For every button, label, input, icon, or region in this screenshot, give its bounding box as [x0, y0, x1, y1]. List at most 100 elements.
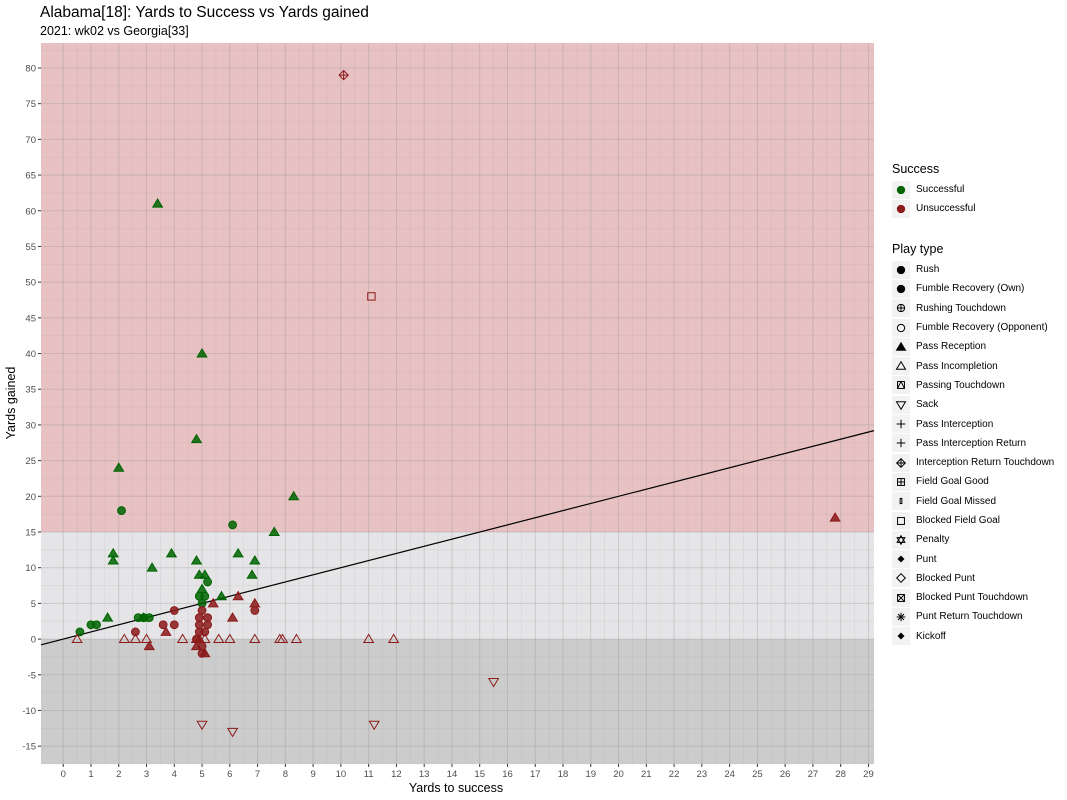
data-point-51 — [199, 647, 211, 658]
legend-play-type-title: Play type — [892, 242, 944, 256]
data-point-68 — [276, 633, 289, 644]
data-point-77 — [367, 292, 376, 301]
legend-play-type-label-1: Fumble Recovery (Own) — [916, 283, 1025, 295]
legend-play-type-label-5: Pass Incompletion — [916, 360, 998, 372]
legend-play-type-label-3: Fumble Recovery (Opponent) — [916, 322, 1048, 334]
data-point-45 — [203, 613, 213, 623]
data-point-28 — [246, 569, 258, 579]
data-point-17 — [146, 562, 158, 572]
legend-play-type-key-16 — [892, 569, 910, 588]
legend-play-type-item-15: Punt — [892, 549, 1054, 569]
data-point-32 — [130, 627, 140, 637]
legend-play-type-key-7 — [892, 395, 910, 414]
legend-play-type-key-3 — [892, 318, 910, 337]
x-tick-label: 4 — [172, 769, 177, 780]
x-tick-label: 0 — [61, 769, 66, 780]
data-point-61 — [176, 633, 189, 644]
x-tick-label: 13 — [419, 769, 430, 780]
y-tick-label: 50 — [25, 278, 36, 289]
data-point-35 — [169, 620, 179, 630]
chart-title: Alabama[18]: Yards to Success vs Yards g… — [40, 4, 369, 21]
legend-play-type-item-0: Rush — [892, 260, 1054, 279]
data-point-76 — [338, 69, 349, 81]
y-tick-label: 25 — [25, 456, 36, 467]
x-tick-label: 10 — [336, 769, 347, 780]
legend-play-type-label-17: Blocked Punt Touchdown — [916, 592, 1029, 604]
legend-play-type-key-6 — [892, 376, 910, 395]
y-axis-ticks: -15 -10 -5 0 5 10 15 20 25 30 35 40 45 50 55 60 65 70 75 80 — [22, 63, 41, 753]
data-point-12 — [101, 612, 114, 622]
legend-success-title: Success — [892, 162, 940, 176]
legend-play-type-key-11 — [892, 472, 910, 491]
legend-play-type-item-19: Kickoff — [892, 627, 1054, 646]
data-point-73 — [226, 727, 239, 738]
legend-play-type-label-4: Pass Reception — [916, 341, 987, 353]
legend-play-type-label-15: Punt — [916, 553, 937, 565]
x-tick-label: 26 — [780, 769, 791, 780]
data-point-57 — [71, 633, 83, 644]
data-point-60 — [140, 633, 153, 644]
legend-play-type-label-2: Rushing Touchdown — [916, 302, 1006, 314]
x-tick-label: 8 — [283, 769, 288, 780]
legend-play-type-item-7: Sack — [892, 395, 1054, 414]
data-point-54 — [232, 590, 244, 601]
data-point-75 — [487, 677, 500, 688]
data-point-27 — [232, 547, 244, 558]
x-tick-label: 11 — [364, 769, 374, 780]
data-point-40 — [197, 606, 207, 615]
data-point-47 — [143, 640, 156, 651]
x-tick-label: 18 — [558, 769, 569, 780]
data-point-3 — [117, 506, 126, 515]
legend-play-type-item-5: Pass Incompletion — [892, 356, 1054, 376]
legend-play-type-item-9: Pass Interception Return — [892, 434, 1054, 453]
legend-play-type-key-12 — [892, 492, 910, 511]
legend-play-type-label-9: Pass Interception Return — [916, 437, 1027, 449]
data-point-72 — [196, 720, 208, 731]
legend-play-type-label-12: Field Goal Missed — [916, 495, 997, 507]
data-point-14 — [107, 547, 119, 558]
legend-play-type-item-12: Field Goal Missed — [892, 492, 1054, 511]
x-tick-label: 20 — [613, 769, 624, 780]
data-point-49 — [190, 640, 203, 651]
legend-play-type-item-16: Blocked Punt — [892, 569, 1054, 588]
legend-play-type-item-1: Fumble Recovery (Own) — [892, 279, 1054, 298]
reference-line-group — [40, 430, 875, 646]
data-point-18 — [151, 198, 164, 208]
y-tick-label: 55 — [25, 242, 36, 253]
x-tick-label: 29 — [863, 769, 874, 780]
legend-play-type-key-15 — [892, 550, 910, 569]
background-bands — [41, 43, 874, 764]
x-tick-label: 2 — [116, 769, 121, 780]
data-point-56 — [829, 512, 841, 522]
x-tick-label: 7 — [255, 769, 260, 780]
x-tick-label: 19 — [585, 769, 596, 780]
y-tick-label: 60 — [25, 206, 36, 217]
x-tick-label: 24 — [724, 769, 735, 780]
legend-play-type-key-19 — [892, 627, 910, 646]
x-tick-label: 23 — [697, 769, 708, 780]
legend-play-type-label-19: Kickoff — [916, 630, 946, 642]
data-point-69 — [290, 633, 303, 644]
data-point-48 — [160, 626, 172, 636]
y-tick-label: 20 — [25, 492, 36, 503]
legend-play-type-key-1 — [892, 279, 910, 298]
legend-success-key-1 — [892, 199, 910, 218]
y-tick-label: 10 — [25, 563, 36, 574]
data-point-15 — [113, 462, 125, 472]
legend-play-type-label-6: Passing Touchdown — [916, 379, 1005, 391]
legend-play-type-item-14: Penalty — [892, 530, 1054, 549]
band-1 — [41, 531, 874, 640]
x-tick-label: 1 — [88, 769, 93, 780]
data-point-53 — [226, 612, 239, 622]
legend-play-type-item-3: Fumble Recovery (Opponent) — [892, 318, 1054, 337]
x-tick-label: 22 — [669, 769, 680, 780]
data-point-19 — [165, 547, 178, 558]
y-tick-label: -15 — [22, 742, 36, 753]
legend-play-type-key-14 — [892, 530, 910, 549]
data-point-62 — [190, 633, 203, 644]
y-tick-label: -10 — [22, 706, 36, 717]
data-point-25 — [199, 569, 211, 579]
legend-play-type-item-2: Rushing Touchdown — [892, 299, 1054, 318]
data-point-0 — [75, 627, 85, 637]
data-point-26 — [215, 590, 228, 601]
